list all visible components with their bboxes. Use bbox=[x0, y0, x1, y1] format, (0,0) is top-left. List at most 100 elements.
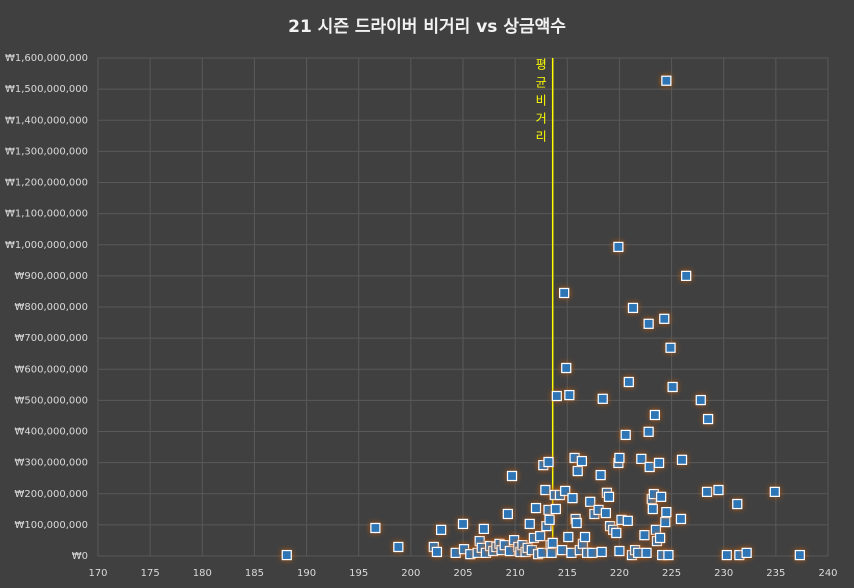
data-point bbox=[667, 381, 678, 393]
y-tick-label: ₩100,000,000 bbox=[14, 520, 88, 531]
data-point bbox=[611, 527, 622, 539]
x-tick-label: 175 bbox=[141, 568, 160, 579]
x-tick-label: 170 bbox=[88, 568, 107, 579]
data-point bbox=[585, 496, 596, 507]
data-point bbox=[741, 547, 752, 558]
data-point bbox=[502, 508, 513, 520]
x-tick-label: 220 bbox=[610, 568, 629, 579]
data-point bbox=[506, 470, 518, 482]
data-point bbox=[695, 394, 706, 406]
data-point bbox=[571, 517, 582, 529]
data-point bbox=[661, 507, 672, 518]
data-point bbox=[661, 75, 672, 86]
data-point bbox=[431, 546, 443, 558]
data-point bbox=[563, 531, 574, 543]
data-point bbox=[457, 518, 469, 530]
data-point bbox=[537, 547, 548, 558]
data-point bbox=[603, 491, 615, 502]
data-point bbox=[713, 484, 724, 496]
data-point bbox=[665, 342, 676, 353]
data-point bbox=[436, 524, 447, 535]
data-point bbox=[702, 413, 714, 425]
data-point bbox=[794, 549, 805, 561]
y-tick-label: ₩900,000,000 bbox=[14, 271, 88, 282]
y-tick-label: ₩1,000,000,000 bbox=[5, 240, 88, 251]
data-point bbox=[660, 516, 671, 528]
x-tick-label: 180 bbox=[193, 568, 212, 579]
y-tick-label: ₩600,000,000 bbox=[14, 364, 88, 375]
data-point bbox=[636, 453, 647, 464]
chart-title: 21 시즌 드라이버 비거리 vs 상금액수 bbox=[288, 17, 566, 37]
data-point bbox=[504, 545, 516, 557]
data-point bbox=[614, 452, 625, 464]
data-point bbox=[535, 530, 546, 542]
x-tick-label: 240 bbox=[818, 568, 837, 579]
x-tick-label: 195 bbox=[349, 568, 368, 579]
x-tick-label: 200 bbox=[401, 568, 420, 579]
data-point bbox=[643, 426, 654, 437]
data-point bbox=[656, 491, 667, 502]
x-tick-label: 210 bbox=[506, 568, 525, 579]
data-point bbox=[530, 502, 542, 514]
data-point bbox=[550, 503, 561, 515]
data-point bbox=[613, 241, 624, 253]
data-point bbox=[681, 270, 692, 281]
data-point bbox=[663, 549, 674, 561]
data-point bbox=[556, 544, 568, 556]
data-point bbox=[701, 486, 713, 497]
y-tick-label: ₩1,300,000,000 bbox=[5, 146, 88, 157]
data-point bbox=[579, 531, 591, 543]
x-tick-label: 225 bbox=[662, 568, 681, 579]
data-point bbox=[547, 537, 558, 549]
data-point bbox=[478, 523, 489, 535]
data-point bbox=[564, 389, 575, 401]
data-point bbox=[393, 541, 404, 553]
data-point bbox=[623, 376, 634, 388]
y-tick-label: ₩1,400,000,000 bbox=[5, 115, 88, 126]
data-point bbox=[566, 547, 577, 558]
data-point bbox=[643, 318, 654, 329]
y-tick-label: ₩1,500,000,000 bbox=[5, 84, 88, 95]
data-point bbox=[627, 302, 639, 314]
data-point bbox=[370, 522, 381, 534]
data-point bbox=[649, 409, 660, 421]
data-point bbox=[769, 486, 780, 497]
data-point bbox=[560, 485, 571, 497]
data-point bbox=[546, 547, 557, 558]
data-point bbox=[597, 393, 608, 404]
data-point bbox=[614, 545, 625, 557]
y-tick-label: ₩400,000,000 bbox=[14, 427, 88, 438]
data-point bbox=[721, 549, 732, 561]
data-point bbox=[600, 507, 611, 519]
x-tick-label: 185 bbox=[245, 568, 264, 579]
data-point bbox=[595, 469, 606, 481]
data-point bbox=[639, 530, 650, 541]
y-tick-label: ₩0 bbox=[72, 551, 88, 562]
data-point bbox=[572, 465, 583, 477]
data-point bbox=[676, 454, 688, 465]
y-tick-label: ₩300,000,000 bbox=[14, 458, 88, 469]
data-point bbox=[281, 549, 292, 561]
data-point bbox=[620, 429, 631, 441]
data-point bbox=[647, 503, 658, 515]
data-point bbox=[561, 362, 572, 374]
data-point bbox=[675, 513, 687, 525]
average-label: 평균비거리 bbox=[534, 58, 548, 148]
x-tick-label: 205 bbox=[453, 568, 472, 579]
data-point bbox=[551, 390, 562, 402]
x-tick-label: 215 bbox=[558, 568, 577, 579]
data-point bbox=[732, 498, 743, 510]
data-point bbox=[654, 532, 666, 544]
data-point bbox=[653, 457, 665, 469]
data-point bbox=[567, 493, 578, 504]
y-tick-label: ₩800,000,000 bbox=[14, 302, 88, 313]
y-tick-label: ₩1,200,000,000 bbox=[5, 178, 88, 189]
y-tick-label: ₩500,000,000 bbox=[14, 395, 88, 406]
data-point bbox=[576, 455, 587, 467]
data-point bbox=[644, 461, 655, 473]
x-tick-label: 230 bbox=[714, 568, 733, 579]
data-point bbox=[543, 456, 554, 468]
data-point bbox=[559, 287, 570, 299]
data-point bbox=[524, 518, 535, 530]
